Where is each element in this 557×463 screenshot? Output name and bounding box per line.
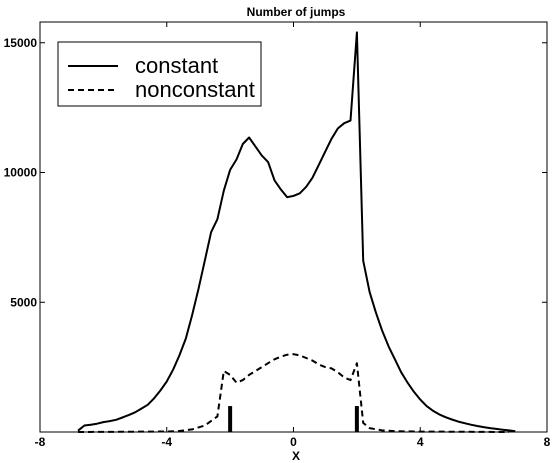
y-tick-label: 15000 [4,36,38,50]
legend-label-nonconstant: nonconstant [135,77,255,102]
marker-layer [228,406,359,432]
x-tick-label: 0 [290,435,297,449]
x-tick-label: -8 [35,435,46,449]
series-layer [77,31,516,433]
x-tick-label: 4 [417,435,424,449]
y-tick-label: 5000 [10,295,37,309]
chart-title: Number of jumps [247,5,346,19]
x-axis-title: X [292,449,300,463]
tick-layer: -8 -4 0 4 8 5000 10000 15000 [4,22,551,449]
legend-label-constant: constant [135,53,218,78]
x-tick-label: 8 [544,435,551,449]
series-line-nonconstant [77,353,510,433]
legend-box [57,41,262,107]
series-line-constant [77,31,516,433]
x-tick-label: -4 [161,435,172,449]
y-tick-label: 10000 [4,166,38,180]
